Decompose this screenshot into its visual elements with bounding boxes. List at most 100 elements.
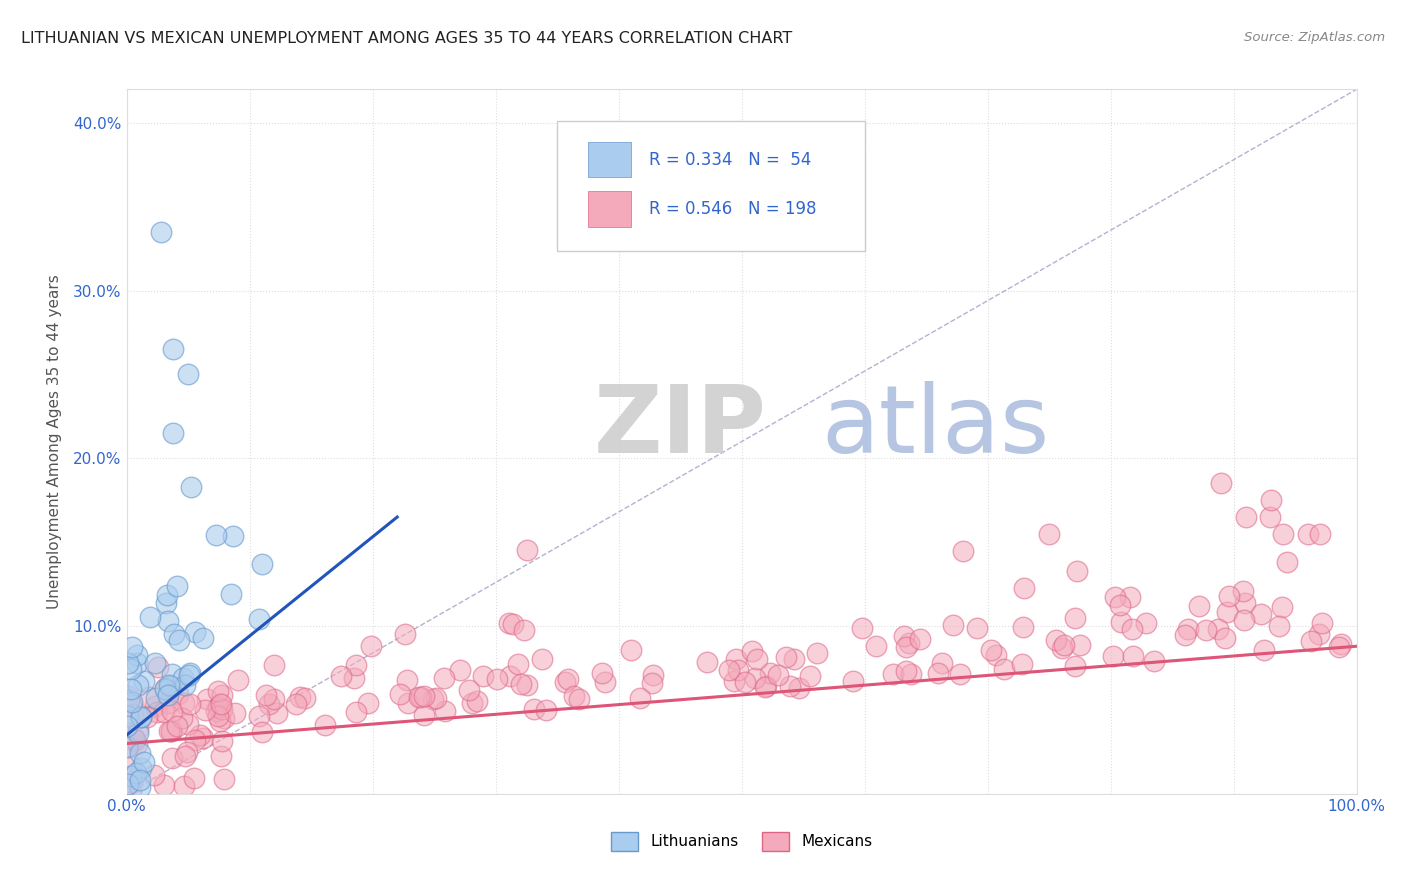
Point — [122, 707, 145, 722]
Point — [167, 687, 190, 701]
Point — [865, 640, 887, 654]
Point — [1296, 526, 1319, 541]
Point — [266, 706, 288, 720]
Point — [138, 690, 160, 704]
Point — [1327, 640, 1350, 654]
Point — [160, 667, 183, 681]
Point — [523, 702, 546, 716]
Point — [413, 708, 436, 723]
Point — [128, 780, 150, 795]
Point — [155, 681, 177, 695]
Point — [1206, 623, 1229, 637]
Point — [413, 690, 436, 704]
Point — [254, 688, 277, 702]
Point — [775, 650, 797, 665]
Point — [433, 704, 456, 718]
Point — [284, 697, 307, 711]
Text: atlas: atlas — [821, 382, 1050, 474]
Point — [159, 680, 181, 694]
Point — [395, 673, 418, 688]
Point — [510, 677, 533, 691]
Point — [127, 722, 149, 736]
Point — [263, 691, 285, 706]
Point — [1271, 599, 1294, 614]
Point — [152, 779, 174, 793]
Point — [122, 731, 145, 745]
Point — [1109, 615, 1132, 629]
Point — [516, 543, 538, 558]
Point — [145, 691, 167, 706]
Point — [208, 714, 231, 728]
Point — [696, 655, 718, 669]
Y-axis label: Unemployment Among Ages 35 to 44 years: Unemployment Among Ages 35 to 44 years — [46, 274, 62, 609]
Point — [927, 666, 949, 681]
Point — [211, 702, 233, 716]
Point — [727, 664, 749, 678]
Point — [530, 652, 553, 666]
Point — [498, 616, 520, 631]
Point — [183, 771, 205, 785]
Point — [411, 690, 433, 704]
Point — [1253, 643, 1275, 657]
Point — [166, 579, 188, 593]
Point — [120, 697, 142, 711]
Point — [433, 671, 456, 685]
Point — [900, 666, 922, 681]
Point — [1213, 632, 1236, 646]
Point — [209, 749, 232, 764]
Point — [117, 777, 139, 791]
Point — [115, 739, 138, 754]
Point — [177, 368, 200, 382]
Point — [121, 696, 143, 710]
Point — [422, 692, 444, 706]
Point — [641, 675, 664, 690]
Point — [966, 621, 988, 635]
Point — [758, 665, 780, 680]
Point — [1064, 658, 1087, 673]
Point — [1271, 526, 1294, 541]
Text: ZIP: ZIP — [593, 382, 766, 474]
Point — [554, 674, 576, 689]
Point — [252, 557, 274, 571]
Point — [568, 691, 591, 706]
Point — [499, 669, 522, 683]
Point — [134, 756, 156, 770]
Point — [128, 746, 150, 760]
Point — [472, 669, 495, 683]
Point — [195, 691, 218, 706]
Point — [294, 691, 316, 706]
Point — [779, 679, 801, 693]
Point — [734, 674, 756, 689]
Point — [1119, 590, 1142, 604]
Point — [1121, 623, 1143, 637]
Point — [766, 667, 789, 681]
Point — [330, 668, 353, 682]
FancyBboxPatch shape — [588, 142, 631, 178]
Point — [949, 666, 972, 681]
Point — [180, 480, 202, 494]
Point — [184, 625, 207, 640]
Point — [153, 682, 176, 697]
Point — [1258, 510, 1281, 524]
Point — [461, 696, 484, 710]
Point — [115, 719, 138, 733]
Point — [1260, 493, 1282, 508]
Point — [157, 724, 180, 739]
Point — [356, 696, 378, 710]
Point — [162, 426, 184, 441]
Point — [931, 656, 953, 670]
Point — [882, 666, 904, 681]
Point — [986, 648, 1008, 662]
Point — [506, 657, 529, 671]
Point — [942, 617, 965, 632]
Point — [179, 667, 201, 681]
Point — [219, 587, 242, 601]
Point — [745, 652, 768, 666]
Point — [562, 690, 585, 704]
Point — [1268, 619, 1291, 633]
Text: R = 0.546   N = 198: R = 0.546 N = 198 — [650, 200, 817, 218]
Point — [120, 769, 142, 783]
Point — [162, 627, 184, 641]
Point — [1104, 590, 1126, 604]
Point — [1309, 526, 1331, 541]
